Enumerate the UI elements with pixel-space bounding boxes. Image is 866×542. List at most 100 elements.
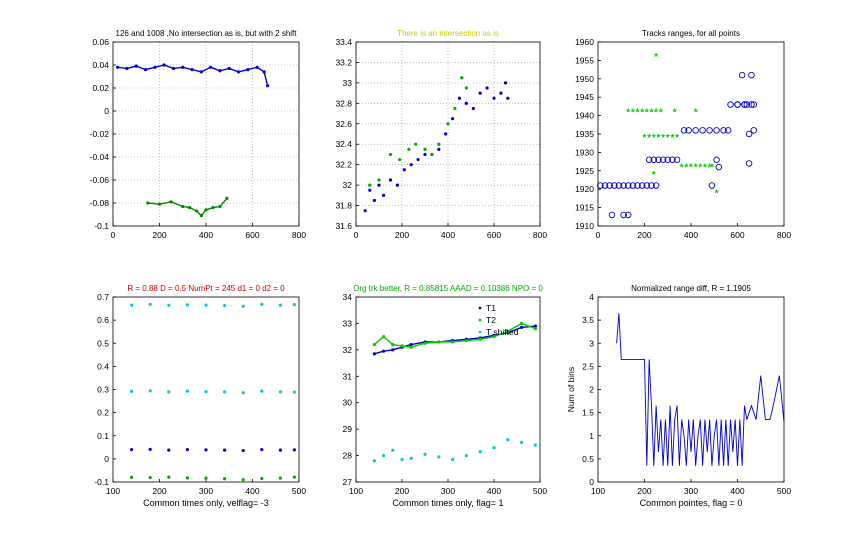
data-point: [437, 455, 441, 459]
data-point: [241, 391, 245, 395]
data-point: [241, 478, 245, 482]
data-point: [391, 342, 395, 347]
data-point: [492, 335, 496, 339]
plot-frame: [112, 296, 300, 483]
data-point: *: [650, 107, 654, 118]
x-tick-label: 400: [487, 486, 501, 496]
y-tick-label: 4: [589, 292, 594, 302]
data-point: [125, 66, 129, 71]
data-point: [377, 183, 381, 187]
data-point: [195, 209, 199, 213]
data-point: [199, 214, 203, 218]
data-point: [713, 127, 720, 134]
chart-title: R = 0.88 D = 0.5 NumPt = 245 d1 = 0 d2 =…: [127, 284, 285, 293]
y-tick-label: 0.5: [97, 338, 109, 348]
data-point: *: [652, 133, 656, 144]
chart-panel-1: 0 200 400 600 800 -0.1 -0.08 -0.06 -0.04 -0.02 0 0.…: [90, 29, 307, 240]
data-point: [204, 389, 208, 394]
data-point: *: [659, 107, 663, 118]
data-point: [680, 127, 688, 134]
x-tick-label: 0: [111, 230, 116, 240]
data-point: [223, 448, 227, 452]
data-point: [188, 206, 192, 210]
data-point: [143, 68, 148, 72]
chart-panel-2: 0 200 400 600 800 31.6 31.8 32 32.2 32.4 32.6 32.8 3…: [335, 29, 547, 240]
data-point: [738, 71, 746, 79]
data-point: [382, 453, 386, 458]
data-point: [185, 389, 189, 393]
plot-area: [356, 297, 540, 482]
y-tick-label: 3: [589, 338, 594, 348]
x-tick-label: 300: [441, 486, 455, 496]
data-point: [699, 127, 706, 134]
y-tick-label: 31: [343, 371, 353, 381]
y-tick-label: 32.4: [335, 139, 352, 149]
y-tick-label: 27: [343, 477, 353, 487]
data-point: [437, 147, 441, 151]
series-1: [363, 81, 510, 213]
data-point: [199, 70, 203, 74]
data-point: *: [666, 133, 670, 144]
plot-frame: [355, 41, 541, 227]
y-tick-label: 1925: [575, 166, 594, 176]
data-point: [190, 68, 194, 72]
data-point: [130, 303, 134, 307]
y-tick-label: 1: [589, 431, 594, 441]
y-tick-label: 0.4: [97, 361, 109, 371]
y-tick-label: 32.2: [335, 160, 352, 170]
series-2: [368, 76, 468, 187]
data-point: [407, 147, 411, 151]
data-point: [444, 132, 448, 136]
y-tick-label: -0.1: [94, 477, 109, 487]
data-point: [741, 101, 748, 108]
data-point: *: [698, 163, 702, 174]
plot-area: [598, 42, 784, 226]
data-point: *: [680, 163, 684, 174]
data-point: [148, 389, 152, 393]
x-axis-label: Common times only, velflag= -3: [143, 498, 269, 508]
x-tick-label: 800: [533, 230, 547, 240]
chart-title: Org trk better, R = 0.85815 AAAD = 0.103…: [353, 284, 543, 293]
data-point: [185, 476, 189, 480]
data-point: [278, 476, 282, 480]
x-tick-label: 800: [292, 230, 306, 240]
data-point: [185, 303, 189, 307]
series-4: [130, 475, 296, 482]
data-point: *: [708, 163, 712, 174]
series-3: [372, 438, 538, 463]
x-tick-label: 600: [730, 230, 744, 240]
chart-panel-4: 100 200 300 400 500 -0.1 0 0.1 0.2 0.3 0.4 0.5 0.6 0.…: [94, 284, 306, 508]
data-point: [597, 182, 604, 189]
data-point: *: [670, 133, 674, 144]
y-tick-label: 0.3: [97, 385, 109, 395]
data-point: [218, 69, 222, 73]
data-point: *: [626, 107, 630, 118]
data-point: [745, 160, 753, 167]
data-point: [167, 475, 171, 479]
data-point: [368, 183, 372, 187]
data-point: [400, 344, 404, 348]
data-point: [204, 476, 208, 480]
data-point: [652, 182, 660, 189]
data-point: [391, 448, 395, 452]
x-tick-label: 100: [591, 486, 605, 496]
legend-entry: T2: [486, 315, 496, 325]
y-tick-label: -0.1: [94, 221, 109, 231]
data-point: *: [661, 133, 665, 144]
data-point: [743, 101, 751, 108]
y-tick-label: 0.1: [97, 431, 109, 441]
legend-swatch: [478, 330, 482, 334]
data-point: [506, 96, 510, 100]
y-tick-label: 33.4: [335, 37, 352, 47]
data-point: [673, 156, 681, 164]
data-point: [727, 101, 734, 108]
data-point: [409, 163, 413, 167]
data-point: [685, 127, 692, 134]
data-point: [464, 339, 468, 343]
data-point: [255, 65, 259, 69]
y-tick-label: 33: [343, 318, 353, 328]
x-tick-label: 500: [777, 486, 791, 496]
y-tick-label: 1920: [575, 184, 594, 194]
data-point: [262, 70, 266, 74]
data-point: [669, 156, 676, 164]
